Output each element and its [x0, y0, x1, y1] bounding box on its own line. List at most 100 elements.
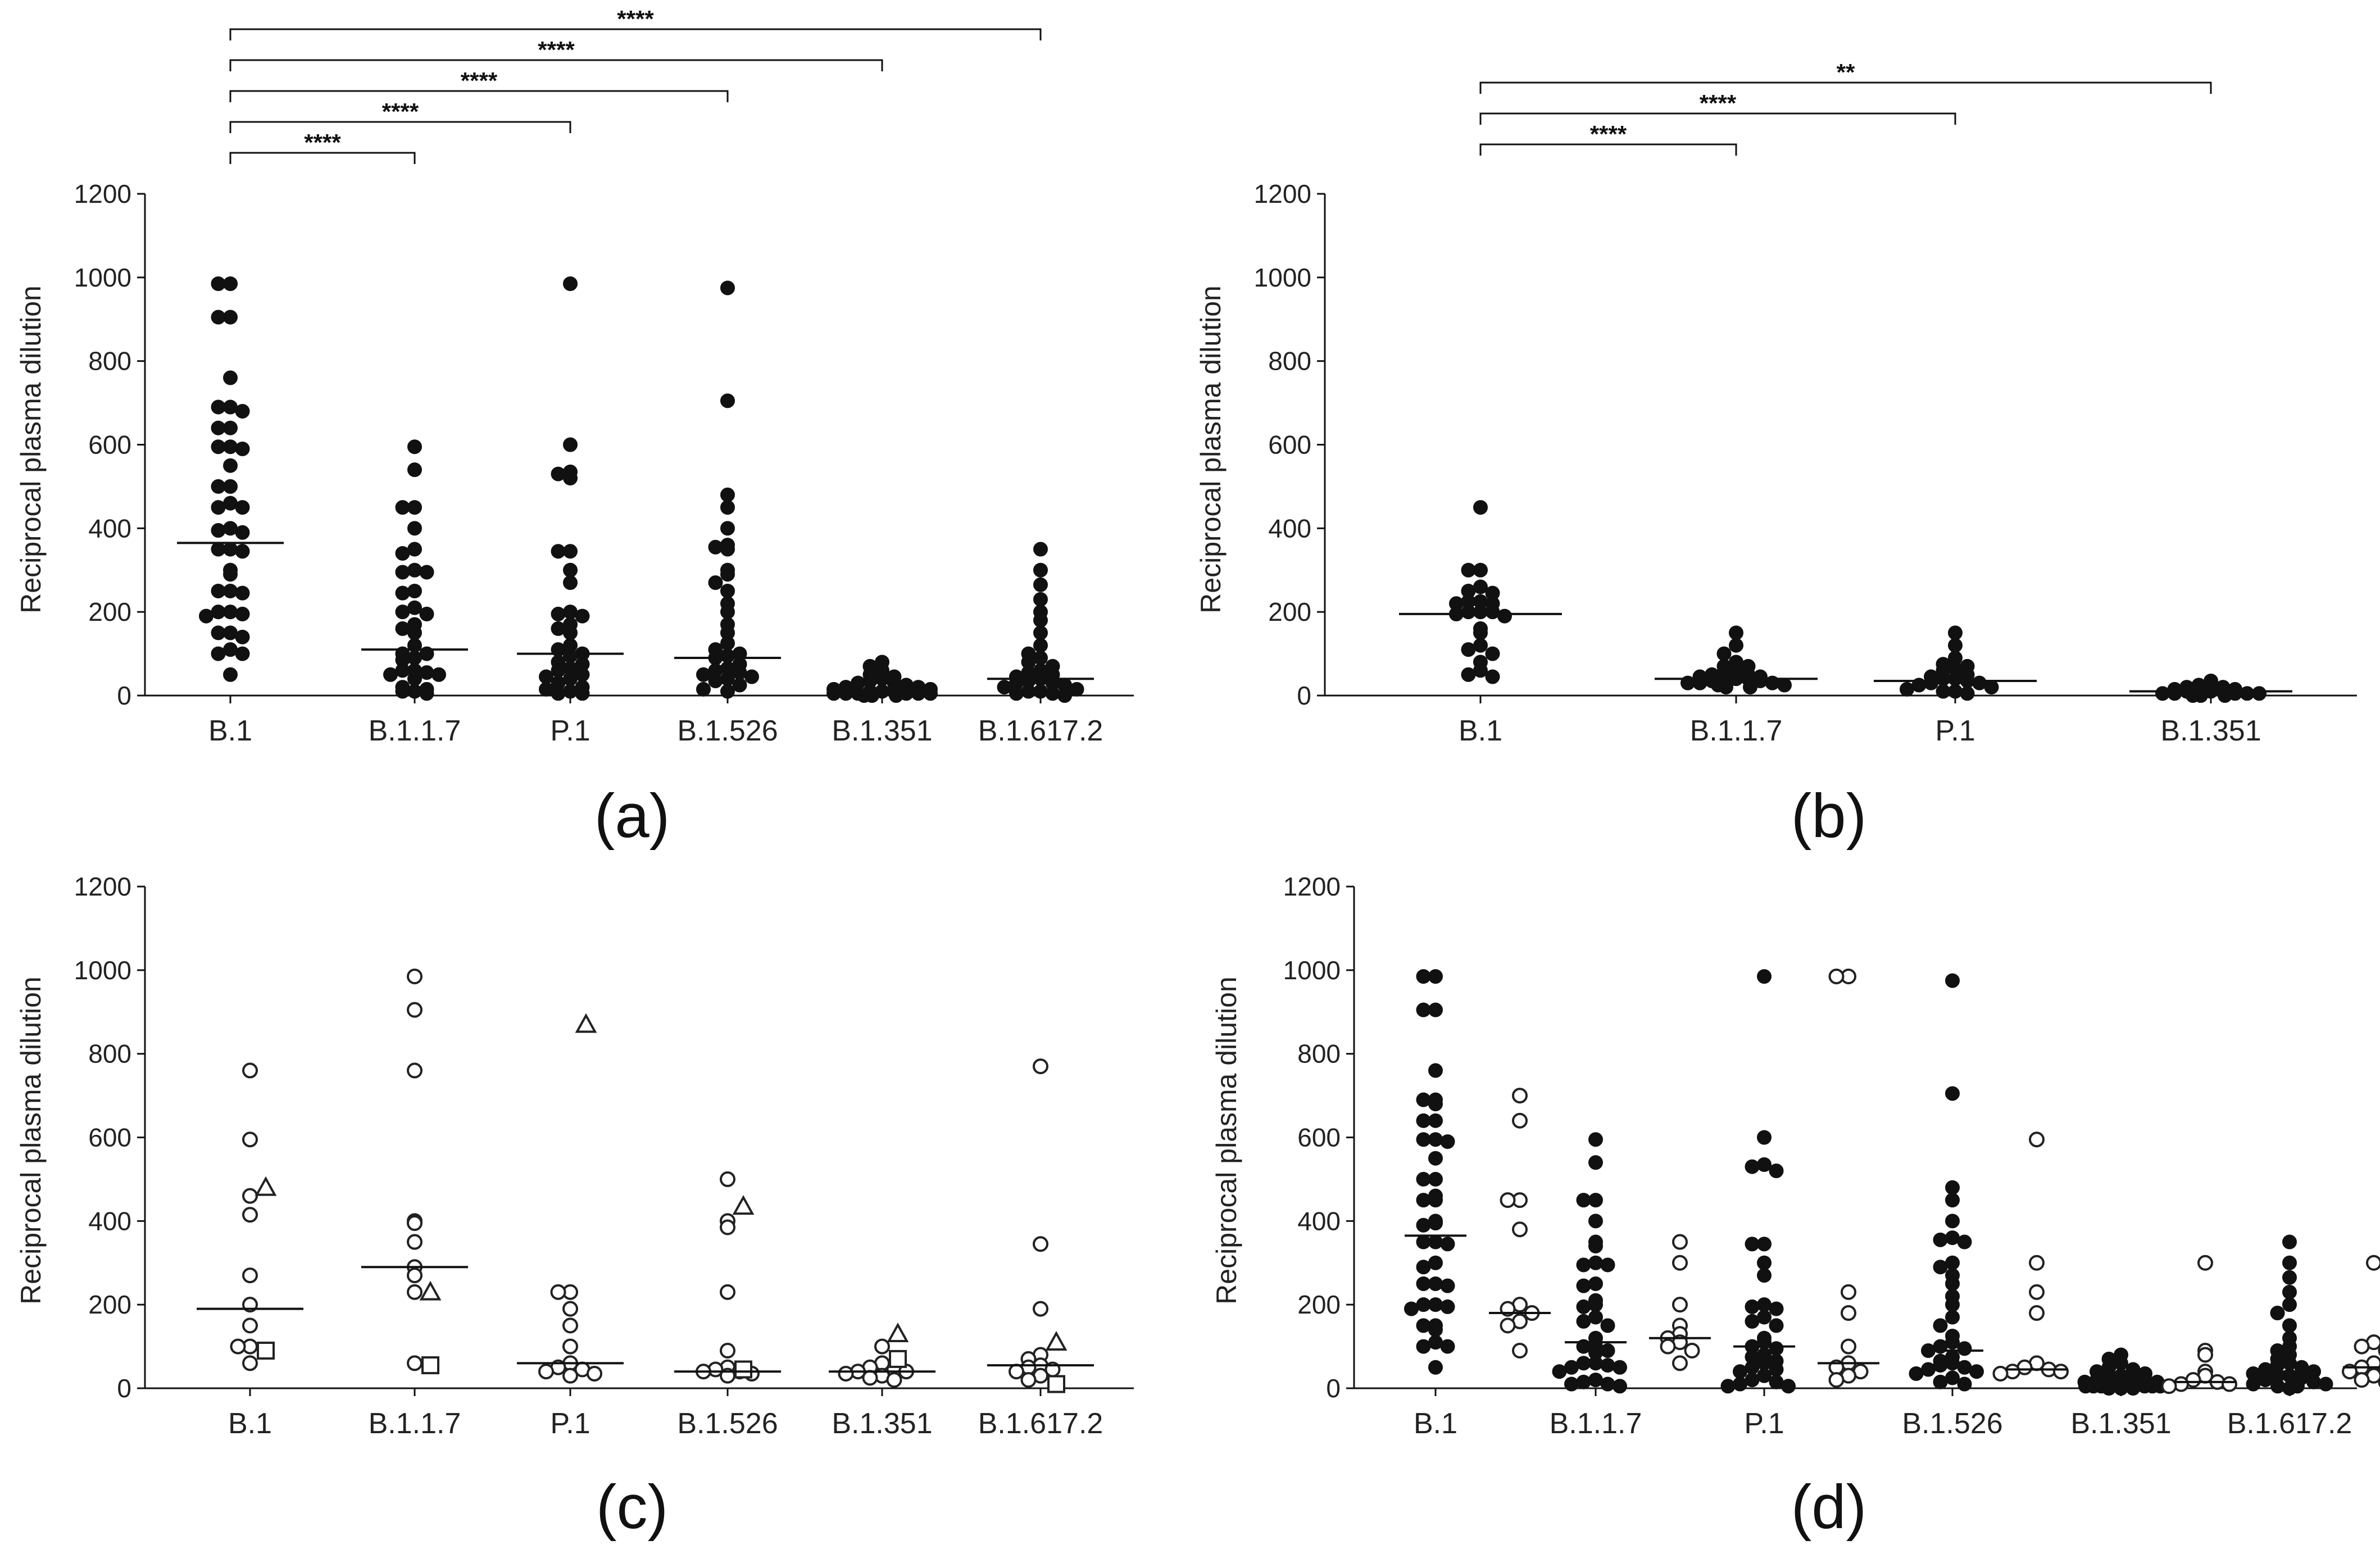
- panel-c-square-point: [734, 1360, 752, 1379]
- panel-d-point: [1745, 1159, 1760, 1174]
- panel-c-point: [407, 1234, 423, 1250]
- panel-d-point: [1416, 1297, 1431, 1312]
- panel-d-point: [1588, 1373, 1603, 1388]
- panel-a-point: [395, 546, 410, 561]
- panel-a-point: [211, 439, 226, 455]
- panel-c-point: [242, 1267, 258, 1284]
- panel-c-point: [242, 1207, 258, 1223]
- panel-b-point: [1948, 671, 1963, 687]
- panel-d-point: [1720, 1379, 1736, 1394]
- panel-b-significance-label: ****: [1590, 121, 1627, 147]
- panel-a-point: [551, 686, 566, 701]
- panel-a-point: [395, 621, 410, 636]
- panel-a-point: [696, 667, 711, 682]
- panel-a-point: [720, 542, 735, 557]
- panel-a-point: [1033, 684, 1048, 699]
- panel-b-point: [1719, 680, 1733, 695]
- panel-a-point: [223, 276, 238, 291]
- panel-d-point: [2306, 1374, 2321, 1389]
- panel-a: Reciprocal plasma dilution (a) 0 200 400 60…: [15, 6, 1134, 851]
- panel-d-point: [1733, 1376, 1747, 1392]
- panel-d-point: [1428, 969, 1443, 984]
- panel-c-ytick-label: 1000: [74, 956, 131, 985]
- panel-b-ytick-label: 800: [1268, 347, 1311, 376]
- panel-b-point: [1461, 667, 1476, 682]
- panel-d-point: [1672, 1297, 1688, 1313]
- panel-c-point: [242, 1188, 258, 1204]
- panel-a-point: [419, 665, 434, 680]
- panel-d-point: [1600, 1343, 1615, 1358]
- panel-a-significance-bracket: [229, 121, 571, 133]
- panel-b-xtick-label: B.1: [1459, 715, 1502, 747]
- panel-d-point: [1672, 1355, 1688, 1371]
- panel-a-point: [911, 686, 926, 701]
- panel-a-point: [407, 521, 422, 536]
- panel-c-point: [862, 1370, 878, 1386]
- panel-d-point: [1933, 1374, 1948, 1389]
- panel-b-point: [1473, 605, 1488, 620]
- panel-a-point: [563, 575, 578, 590]
- panel-c-point: [886, 1372, 902, 1388]
- panel-a-point: [223, 542, 238, 557]
- panel-a-point: [1033, 592, 1048, 607]
- panel-b-significance-bracket: [1479, 112, 1956, 125]
- panel-c-triangle-point: [732, 1195, 755, 1215]
- panel-a-ytick-label: 400: [88, 514, 131, 543]
- panel-c-triangle-point: [575, 1013, 597, 1033]
- panel-a-point: [223, 458, 238, 473]
- panel-b-xtick-label: B.1.1.7: [1690, 715, 1783, 747]
- panel-d-point: [1440, 1339, 1455, 1354]
- panel-a-point: [720, 648, 735, 664]
- panel-a-point: [875, 671, 889, 687]
- panel-a-point: [744, 669, 759, 684]
- panel-a-point: [1009, 686, 1024, 701]
- panel-d-point: [1428, 1322, 1443, 1337]
- panel-d-xtick-label: B.1.351: [2070, 1407, 2171, 1440]
- panel-d: Reciprocal plasma dilution (d) 0 200 400 60…: [1211, 872, 2380, 1542]
- panel-d-point: [1769, 1374, 1784, 1389]
- panel-d-ytick-label: 400: [1297, 1206, 1341, 1235]
- panel-c-ytick-label: 0: [117, 1374, 131, 1403]
- panel-a-significance-bracket: [229, 90, 729, 102]
- panel-d-ytick-label: 600: [1297, 1123, 1341, 1152]
- panel-b-point: [1461, 642, 1476, 657]
- panel-d-ylabel: Reciprocal plasma dilution: [1211, 976, 1242, 1305]
- panel-b-point: [1972, 675, 1987, 690]
- panel-c-triangle-point: [419, 1280, 442, 1301]
- panel-a-point: [211, 500, 226, 515]
- panel-a-point: [551, 466, 566, 481]
- panel-b-ytick-label: 1200: [1254, 179, 1311, 208]
- panel-c-square-point: [1047, 1375, 1065, 1393]
- panel-a-point: [223, 625, 238, 640]
- panel-b-point: [1729, 638, 1743, 653]
- panel-a-point: [223, 642, 238, 657]
- panel-c-point: [720, 1171, 735, 1187]
- panel-b-significance-bracket: [1479, 81, 2212, 94]
- panel-d-point: [1588, 1193, 1603, 1208]
- panel-d-point: [2222, 1376, 2237, 1392]
- panel-d-point: [2354, 1338, 2370, 1355]
- panel-a-ytick-label: 1200: [74, 179, 131, 208]
- panel-a-point: [223, 496, 238, 511]
- panel-a-point: [551, 621, 566, 636]
- panel-d-point: [1757, 1157, 1772, 1172]
- panel-d-point: [1757, 1130, 1772, 1145]
- panel-a-point: [211, 479, 226, 494]
- panel-c-square-point: [421, 1356, 439, 1375]
- panel-d-xtick-label: B.1.617.2: [2227, 1407, 2352, 1440]
- panel-b-ytick-label: 200: [1268, 597, 1311, 626]
- panel-d-point: [2029, 1305, 2045, 1321]
- panel-d-point: [1957, 1341, 1972, 1356]
- panel-a-xtick-label: B.1: [208, 715, 252, 747]
- panel-d-point: [1428, 1002, 1443, 1017]
- panel-a-xtick-label: B.1.617.2: [978, 715, 1103, 747]
- panel-a-xtick-label: B.1.1.7: [369, 715, 461, 747]
- panel-d-point: [1757, 1368, 1772, 1383]
- panel-a-point: [720, 684, 735, 699]
- panel-c-point: [562, 1301, 578, 1317]
- panel-d-point: [2282, 1381, 2297, 1396]
- panel-a-point: [720, 393, 735, 408]
- panel-d-point: [1945, 1297, 1960, 1312]
- panel-d-xtick-label: B.1.526: [1902, 1407, 2002, 1440]
- panel-d-point: [1957, 1376, 1972, 1392]
